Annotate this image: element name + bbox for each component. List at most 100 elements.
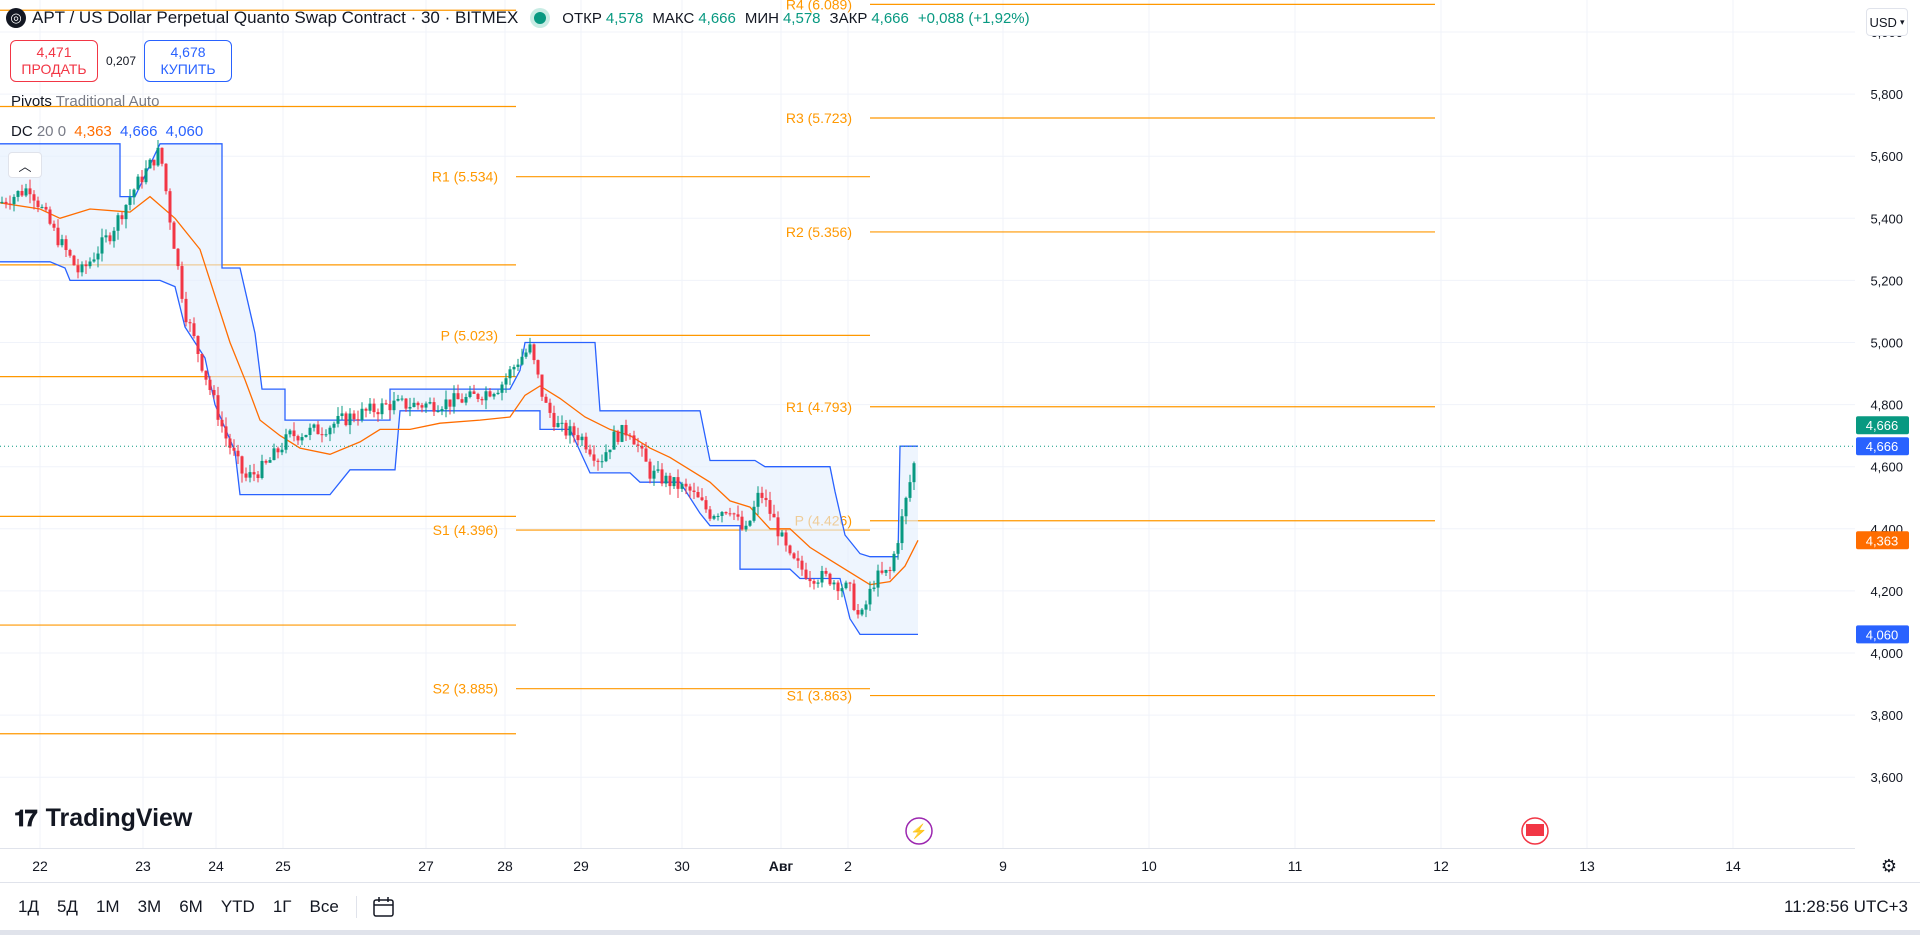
range-button-1[interactable]: 5Д (56, 897, 78, 916)
clock[interactable]: 11:28:56 UTC+3 (1784, 897, 1908, 916)
candle-body (220, 419, 224, 427)
price-badge-label: 4,666 (1866, 418, 1899, 433)
candle-body (304, 434, 308, 438)
candle-body (840, 588, 844, 592)
range-button-2[interactable]: 1М (95, 897, 120, 916)
candle-body (848, 582, 852, 584)
candle-body (892, 553, 896, 572)
price-badge-label: 4,060 (1866, 627, 1899, 642)
candle-body (164, 163, 168, 192)
x-tick-label: 22 (32, 858, 48, 874)
range-button-0[interactable]: 1Д (18, 897, 39, 916)
candle-body (692, 490, 696, 493)
y-tick-label: 5,600 (1870, 149, 1903, 164)
pivot-label: S1 (4.396) (433, 522, 498, 538)
buy-button[interactable]: 4,678 КУПИТЬ (144, 40, 233, 82)
low-value: 4,578 (782, 9, 821, 27)
symbol-title[interactable]: APT / US Dollar Perpetual Quanto Swap Co… (32, 8, 519, 27)
candle-body (60, 239, 64, 246)
candle-body (352, 413, 356, 420)
price-badge-label: 4,363 (1866, 533, 1899, 548)
candle-body (320, 434, 324, 436)
y-tick-label: 4,200 (1870, 584, 1903, 599)
x-tick-label: 14 (1725, 858, 1741, 874)
x-tick-label: 29 (573, 858, 589, 874)
candle-body (100, 237, 104, 254)
x-tick-label: Авг (769, 858, 794, 874)
candle-body (156, 147, 160, 166)
candle-body (804, 569, 808, 579)
candle-body (796, 558, 800, 561)
pivot-label: S2 (3.885) (433, 681, 498, 697)
candle-body (828, 573, 832, 585)
candle-body (552, 412, 556, 428)
date-range-icon[interactable] (371, 896, 397, 918)
candle-body (340, 413, 344, 416)
candle-body (36, 200, 40, 207)
candle-body (524, 352, 528, 357)
pivot-label: R1 (4.793) (786, 399, 852, 415)
pivot-label: R4 (6.089) (786, 0, 852, 12)
candle-body (564, 422, 568, 436)
candle-body (516, 364, 520, 367)
candle-body (784, 532, 788, 546)
range-button-7[interactable]: Все (309, 897, 339, 916)
candle-body (508, 369, 512, 379)
candle-body (824, 571, 828, 574)
range-button-5[interactable]: YTD (220, 897, 255, 916)
price-badge-label: 4,666 (1866, 439, 1899, 454)
candle-body (676, 477, 680, 489)
candle-body (140, 176, 144, 183)
candle-body (756, 492, 760, 507)
candle-body (444, 399, 448, 410)
sell-price: 4,471 (36, 44, 72, 60)
candle-body (468, 391, 472, 397)
candle-body (728, 513, 732, 515)
candle-body (568, 426, 572, 436)
pivots-legend[interactable]: Pivots Traditional Auto (11, 93, 159, 110)
ohlc-values: ОТКР 4,578 МАКС 4,666 МИН 4,578 ЗАКР 4,666 +… (562, 10, 1034, 27)
candle-body (408, 406, 412, 409)
spread-value: 0,207 (106, 54, 137, 68)
range-button-3[interactable]: 3М (137, 897, 162, 916)
candle-body (708, 509, 712, 519)
candle-body (596, 460, 600, 462)
candle-body (644, 448, 648, 462)
candle-body (284, 434, 288, 450)
pivot-label: R1 (5.534) (432, 169, 498, 185)
candle-body (376, 412, 380, 415)
candle-body (268, 460, 272, 463)
candle-body (560, 422, 564, 424)
currency-selector[interactable]: USD ▾ (1866, 8, 1908, 36)
candle-body (616, 431, 620, 442)
sell-button[interactable]: 4,471 ПРОДАТЬ (10, 40, 98, 82)
dc-name: DC (11, 123, 33, 140)
candle-body (712, 516, 716, 519)
candle-body (148, 159, 152, 169)
candle-body (388, 404, 392, 411)
tradingview-logo[interactable]: 𝟏𝟕 TradingView (14, 804, 192, 833)
candle-body (328, 427, 332, 435)
candle-body (216, 395, 220, 420)
candle-body (368, 403, 372, 411)
candle-body (472, 391, 476, 394)
x-tick-label: 24 (208, 858, 224, 874)
candle-body (868, 588, 872, 605)
pivots-params: Traditional Auto (55, 93, 160, 110)
candle-body (816, 582, 820, 584)
collapse-legend-button[interactable]: ︿ (8, 152, 42, 178)
candle-body (424, 403, 428, 408)
candle-body (540, 374, 544, 397)
candle-body (300, 437, 304, 441)
range-button-6[interactable]: 1Г (272, 897, 292, 916)
chevron-up-icon: ︿ (18, 158, 32, 174)
dc-legend[interactable]: DC 20 0 4,363 4,666 4,060 (11, 123, 203, 140)
candle-body (176, 248, 180, 267)
range-button-4[interactable]: 6М (179, 897, 203, 916)
chart-header: ◎ APT / US Dollar Perpetual Quanto Swap … (6, 8, 1035, 28)
candle-body (684, 483, 688, 487)
candle-body (448, 399, 452, 407)
candle-body (496, 392, 500, 394)
candle-body (592, 454, 596, 461)
